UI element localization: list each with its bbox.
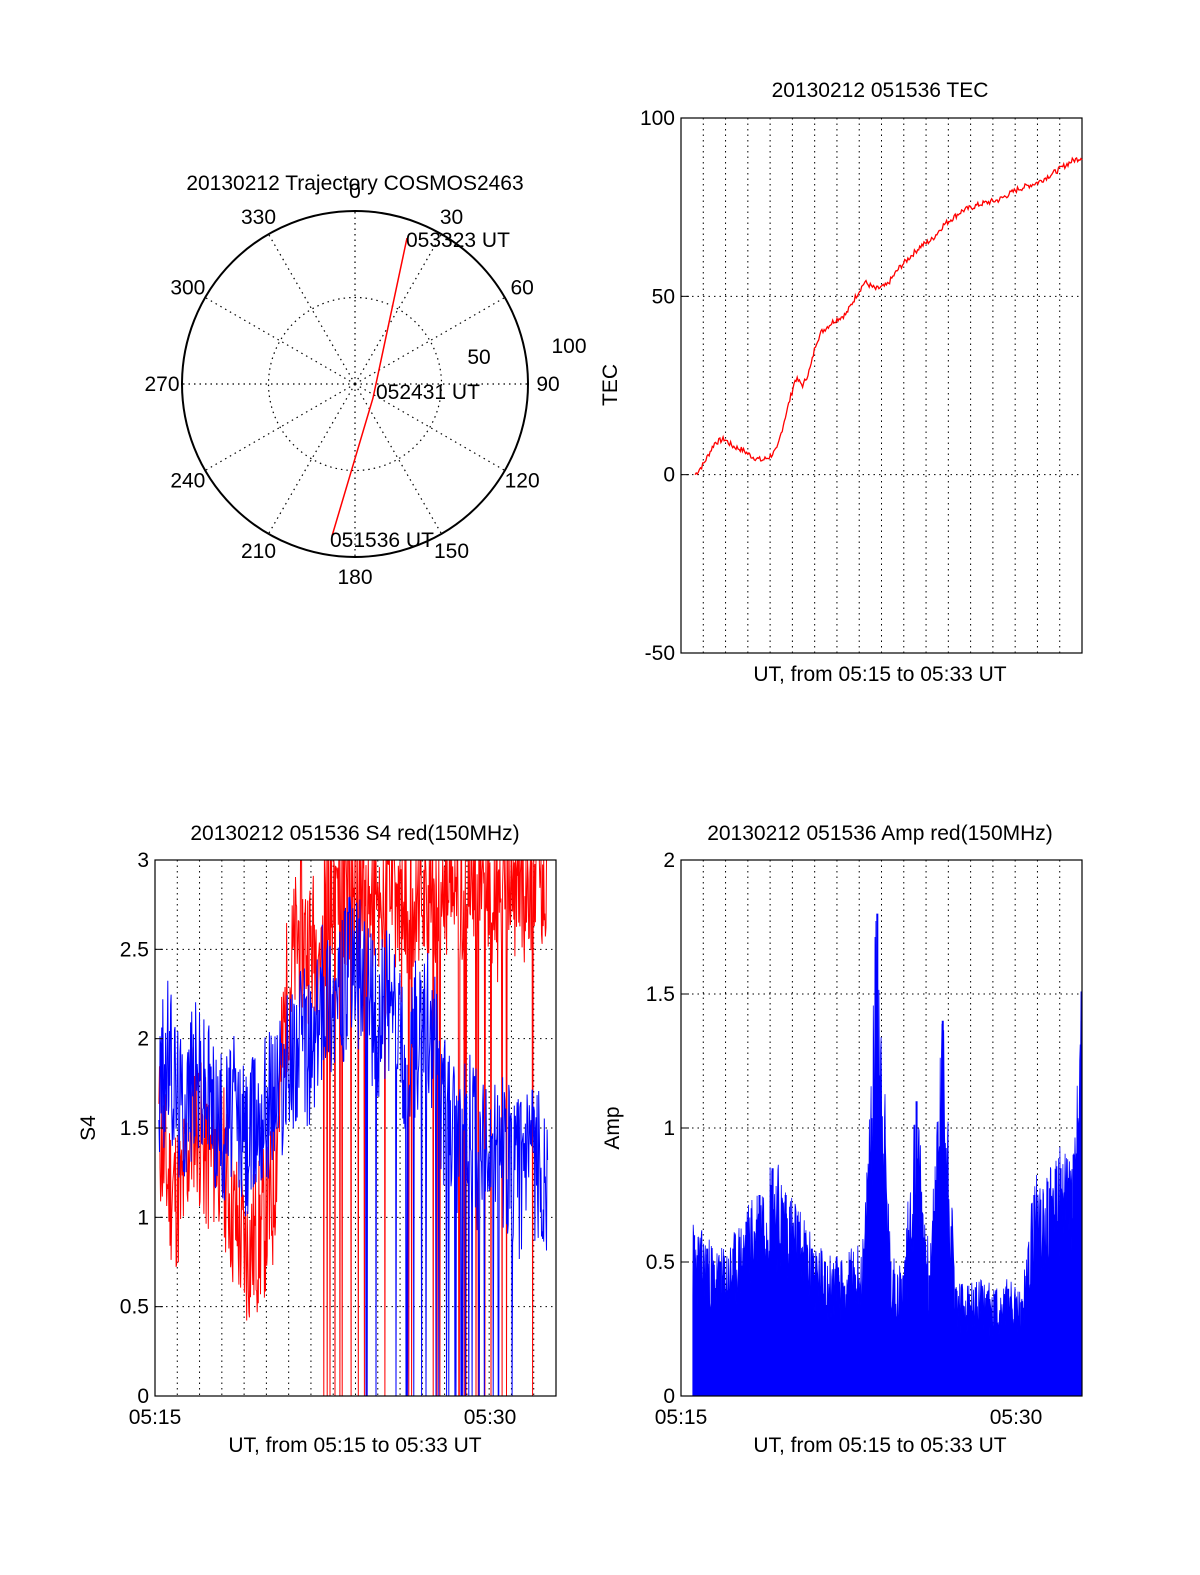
polar-angle-label-0: 0 <box>349 180 361 203</box>
s4-x-tick-0515: 05:15 <box>129 1406 182 1429</box>
polar-angle-label-30: 30 <box>440 206 463 229</box>
polar-ring-50 <box>267 296 443 472</box>
s4-ytick-6: 0 <box>137 1385 149 1408</box>
tec-grid <box>681 118 1082 653</box>
amp-ytick-0: 2 <box>663 849 675 872</box>
tec-y-tick-labels: 100 50 0 -50 <box>640 107 689 665</box>
amp-y-axis-label: Amp <box>601 1106 624 1149</box>
polar-chart-title: 20130212 Trajectory COSMOS2463 <box>186 172 523 195</box>
amp-ytick-3: 0.5 <box>646 1251 675 1274</box>
polar-spoke-330 <box>267 233 356 385</box>
amp-chart-title: 20130212 051536 Amp red(150MHz) <box>707 822 1053 845</box>
tec-ytick-0: 100 <box>640 107 675 130</box>
polar-spoke-120 <box>354 383 506 472</box>
polar-angle-label-120: 120 <box>505 470 540 493</box>
annotation-mid-time: 052431 UT <box>376 381 480 404</box>
s4-ytick-1: 2.5 <box>120 938 149 961</box>
s4-ytick-2: 2 <box>137 1028 149 1051</box>
amp-ytick-1: 1.5 <box>646 983 675 1006</box>
polar-spoke-30 <box>354 233 443 385</box>
s4-plot-frame <box>154 859 557 1397</box>
annotation-start-time: 051536 UT <box>330 529 434 552</box>
amp-x-axis-label: UT, from 05:15 to 05:33 UT <box>753 1434 1006 1457</box>
amp-ytick-2: 1 <box>663 1117 675 1140</box>
amp-chart: 20130212 051536 Amp red(150MHz) 2 1.5 1 0.5… <box>601 822 1083 1457</box>
tec-plot-frame <box>680 117 1083 654</box>
polar-angle-label-300: 300 <box>170 277 205 300</box>
amp-x-tick-0515: 05:15 <box>655 1406 708 1429</box>
polar-angle-labels: 0 30 60 90 120 150 180 210 240 270 300 330 <box>144 180 559 589</box>
polar-angle-label-180: 180 <box>337 566 372 589</box>
s4-grid <box>155 860 556 1396</box>
polar-spoke-300 <box>204 296 356 385</box>
polar-spoke-150 <box>354 383 443 535</box>
amp-y-tick-labels: 2 1.5 1 0.5 0 <box>646 849 689 1408</box>
polar-angle-label-210: 210 <box>241 540 276 563</box>
polar-spoke-210 <box>267 383 356 535</box>
s4-blue-series <box>158 896 549 1397</box>
polar-angle-label-240: 240 <box>170 470 205 493</box>
s4-chart: 20130212 051536 S4 red(150MHz) 3 2.5 2 1.5 1… <box>77 822 557 1457</box>
tec-ytick-2: 0 <box>663 464 675 487</box>
s4-series-line-1 <box>158 896 549 1397</box>
polar-spoke-60 <box>354 296 506 385</box>
tec-series-line <box>694 156 1083 476</box>
trajectory-line <box>331 237 408 537</box>
s4-y-tick-labels: 3 2.5 2 1.5 1 0.5 0 <box>120 849 163 1408</box>
tec-chart-title: 20130212 051536 TEC <box>772 79 989 102</box>
s4-ytick-3: 1.5 <box>120 1117 149 1140</box>
polar-outer-ring <box>181 210 529 558</box>
amp-x-tick-0530: 05:30 <box>990 1406 1043 1429</box>
polar-angle-label-150: 150 <box>434 540 469 563</box>
tec-y-axis-label: TEC <box>599 364 622 406</box>
s4-x-axis-label: UT, from 05:15 to 05:33 UT <box>228 1434 481 1457</box>
radial-label-50: 50 <box>467 346 490 369</box>
amp-ytick-4: 0 <box>663 1385 675 1408</box>
tec-x-axis-label: UT, from 05:15 to 05:33 UT <box>753 663 1006 686</box>
s4-chart-title: 20130212 051536 S4 red(150MHz) <box>190 822 519 845</box>
s4-ytick-0: 3 <box>137 849 149 872</box>
tec-chart: 20130212 051536 TEC 100 50 0 -50 TEC UT, fr… <box>599 79 1083 686</box>
s4-y-axis-label: S4 <box>77 1115 100 1141</box>
s4-ytick-4: 1 <box>137 1206 149 1229</box>
s4-ytick-5: 0.5 <box>120 1296 149 1319</box>
annotation-end-time: 053323 UT <box>406 229 510 252</box>
amp-bar-series <box>692 913 1083 1397</box>
radial-label-100: 100 <box>551 335 586 358</box>
tec-ytick-1: 50 <box>652 285 675 308</box>
polar-angle-label-270: 270 <box>144 373 179 396</box>
polar-angle-label-330: 330 <box>241 206 276 229</box>
amp-series-area <box>692 920 1082 1397</box>
polar-angle-label-90: 90 <box>536 373 559 396</box>
polar-spoke-240 <box>204 383 356 472</box>
polar-trajectory-chart: 20130212 Trajectory COSMOS2463 0 30 60 90 12… <box>144 172 586 589</box>
tec-ytick-3: -50 <box>645 642 675 665</box>
s4-x-tick-0530: 05:30 <box>464 1406 517 1429</box>
polar-angle-label-60: 60 <box>510 277 533 300</box>
